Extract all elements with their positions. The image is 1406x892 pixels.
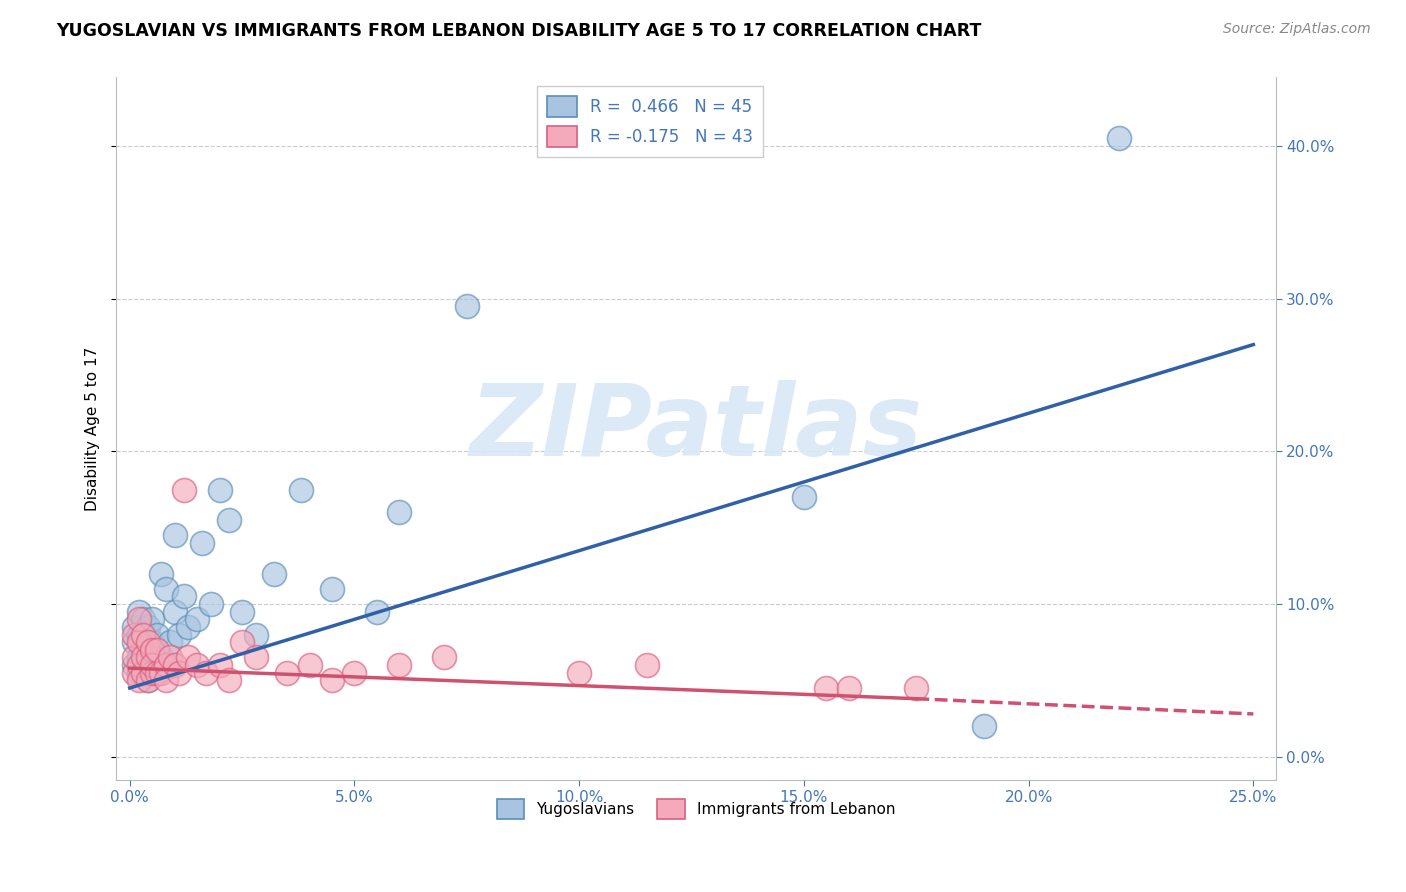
- Point: [132, 665, 155, 680]
- Point: [177, 620, 200, 634]
- Point: [173, 483, 195, 497]
- Point: [128, 650, 150, 665]
- Point: [141, 612, 163, 626]
- Point: [245, 650, 267, 665]
- Point: [973, 719, 995, 733]
- Point: [343, 665, 366, 680]
- Point: [141, 658, 163, 673]
- Point: [128, 673, 150, 688]
- Point: [195, 665, 218, 680]
- Point: [132, 665, 155, 680]
- Point: [136, 650, 159, 665]
- Point: [136, 635, 159, 649]
- Point: [905, 681, 928, 695]
- Point: [128, 635, 150, 649]
- Point: [122, 620, 145, 634]
- Point: [155, 658, 177, 673]
- Point: [245, 627, 267, 641]
- Point: [366, 605, 388, 619]
- Point: [141, 643, 163, 657]
- Point: [456, 300, 478, 314]
- Point: [1108, 131, 1130, 145]
- Point: [177, 650, 200, 665]
- Point: [388, 506, 411, 520]
- Point: [141, 665, 163, 680]
- Point: [145, 643, 167, 657]
- Point: [167, 665, 190, 680]
- Point: [122, 650, 145, 665]
- Point: [200, 597, 222, 611]
- Point: [231, 635, 253, 649]
- Point: [122, 658, 145, 673]
- Point: [128, 658, 150, 673]
- Point: [122, 665, 145, 680]
- Point: [128, 612, 150, 626]
- Point: [190, 536, 212, 550]
- Point: [208, 658, 231, 673]
- Point: [208, 483, 231, 497]
- Point: [141, 658, 163, 673]
- Point: [186, 612, 208, 626]
- Point: [321, 582, 343, 596]
- Point: [155, 582, 177, 596]
- Point: [150, 566, 173, 581]
- Point: [276, 665, 298, 680]
- Point: [218, 673, 240, 688]
- Point: [231, 605, 253, 619]
- Legend: Yugoslavians, Immigrants from Lebanon: Yugoslavians, Immigrants from Lebanon: [491, 793, 901, 824]
- Point: [145, 665, 167, 680]
- Point: [128, 627, 150, 641]
- Point: [218, 513, 240, 527]
- Y-axis label: Disability Age 5 to 17: Disability Age 5 to 17: [86, 346, 100, 510]
- Text: Source: ZipAtlas.com: Source: ZipAtlas.com: [1223, 22, 1371, 37]
- Point: [159, 635, 181, 649]
- Point: [298, 658, 321, 673]
- Point: [321, 673, 343, 688]
- Point: [150, 665, 173, 680]
- Point: [132, 643, 155, 657]
- Point: [132, 658, 155, 673]
- Point: [141, 635, 163, 649]
- Point: [568, 665, 591, 680]
- Point: [388, 658, 411, 673]
- Point: [128, 605, 150, 619]
- Text: YUGOSLAVIAN VS IMMIGRANTS FROM LEBANON DISABILITY AGE 5 TO 17 CORRELATION CHART: YUGOSLAVIAN VS IMMIGRANTS FROM LEBANON D…: [56, 22, 981, 40]
- Point: [163, 605, 186, 619]
- Point: [132, 627, 155, 641]
- Point: [136, 620, 159, 634]
- Point: [173, 590, 195, 604]
- Point: [145, 627, 167, 641]
- Point: [159, 650, 181, 665]
- Point: [132, 650, 155, 665]
- Point: [163, 658, 186, 673]
- Point: [122, 627, 145, 641]
- Point: [163, 528, 186, 542]
- Point: [290, 483, 312, 497]
- Point: [167, 627, 190, 641]
- Point: [838, 681, 860, 695]
- Point: [122, 635, 145, 649]
- Point: [433, 650, 456, 665]
- Point: [136, 650, 159, 665]
- Text: ZIPatlas: ZIPatlas: [470, 380, 922, 477]
- Point: [136, 673, 159, 688]
- Point: [155, 673, 177, 688]
- Point: [150, 650, 173, 665]
- Point: [263, 566, 285, 581]
- Point: [636, 658, 658, 673]
- Point: [128, 665, 150, 680]
- Point: [132, 612, 155, 626]
- Point: [815, 681, 838, 695]
- Point: [186, 658, 208, 673]
- Point: [155, 658, 177, 673]
- Point: [793, 490, 815, 504]
- Point: [136, 673, 159, 688]
- Point: [145, 665, 167, 680]
